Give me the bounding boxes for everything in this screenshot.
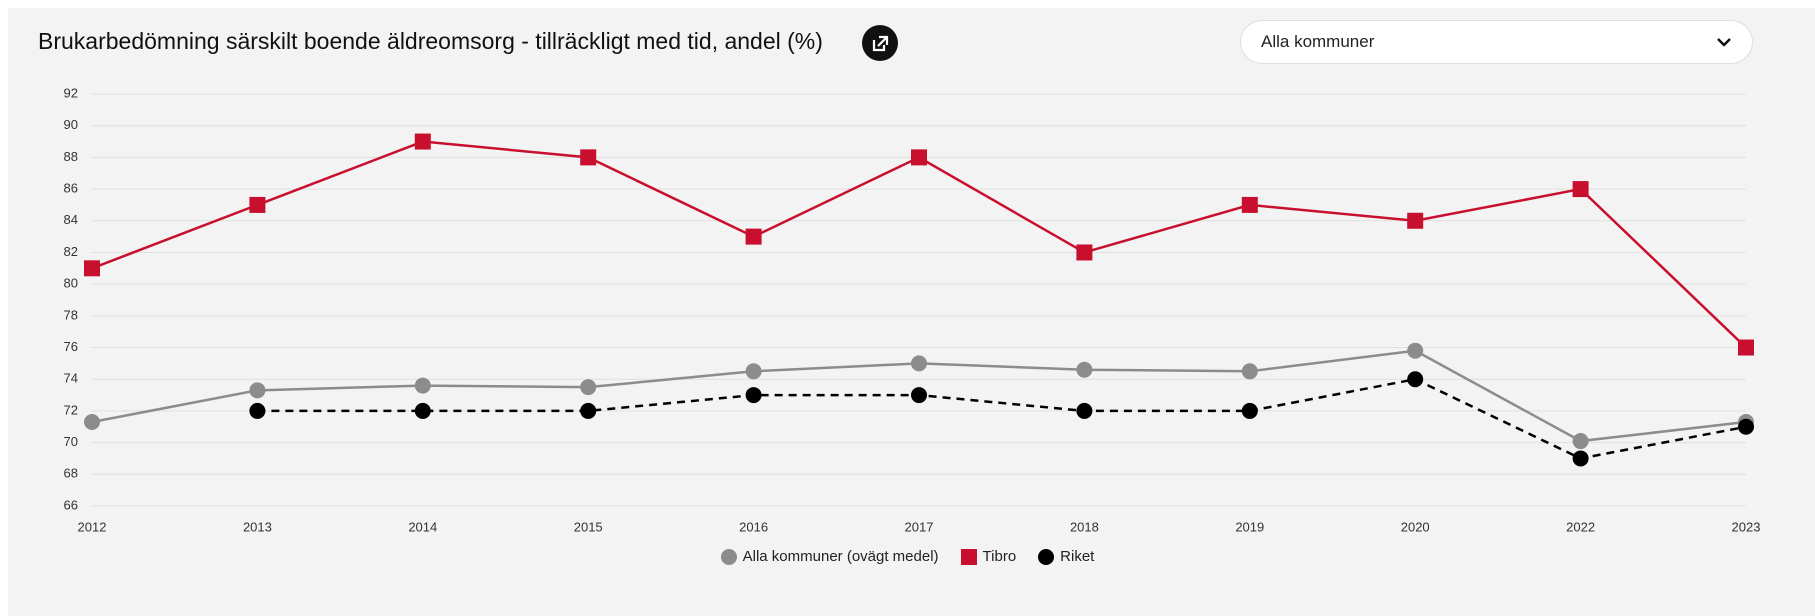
point	[911, 387, 927, 404]
point	[745, 387, 762, 404]
point	[249, 196, 266, 213]
x-tick-label: 2017	[905, 519, 934, 534]
point	[911, 149, 927, 166]
point	[414, 402, 431, 419]
point	[84, 260, 100, 277]
dropdown-value: Alla kommuner	[1261, 32, 1375, 51]
x-tick-label: 2014	[408, 519, 437, 534]
point	[580, 149, 597, 166]
point	[1241, 402, 1258, 419]
point	[1407, 342, 1424, 359]
point	[84, 414, 100, 431]
point	[249, 402, 266, 419]
point	[1076, 361, 1093, 378]
y-tick-label: 76	[64, 339, 78, 354]
y-tick-label: 74	[64, 371, 78, 386]
dropdown[interactable]: Alla kommuner	[1240, 20, 1753, 64]
point	[1076, 402, 1093, 419]
legend-label: Alla kommuner (ovägt medel)	[742, 548, 939, 565]
point	[414, 133, 431, 150]
legend-swatch	[960, 548, 977, 565]
point	[580, 402, 597, 419]
share-icon[interactable]	[862, 25, 898, 61]
x-tick-label: 2020	[1401, 519, 1430, 534]
point	[1241, 363, 1258, 380]
legend-item[interactable]: Riket	[1038, 548, 1094, 565]
x-tick-label: 2013	[243, 519, 272, 534]
y-tick-label: 72	[64, 402, 78, 417]
legend-item[interactable]: Alla kommuner (ovägt medel)	[720, 548, 939, 565]
y-tick-label: 68	[64, 466, 78, 481]
legend: Alla kommuner (ovägt medel) Tibro Riket	[0, 548, 1815, 565]
x-tick-label: 2012	[78, 519, 107, 534]
point	[745, 363, 762, 380]
y-tick-label: 80	[64, 276, 78, 291]
point	[1407, 371, 1424, 388]
chart-title: Brukarbedömning särskilt boende äldreoms…	[38, 28, 823, 54]
legend-swatch	[720, 548, 737, 565]
point	[1572, 450, 1589, 467]
x-tick-label: 2015	[574, 519, 603, 534]
panel	[8, 8, 1815, 616]
y-tick-label: 90	[64, 117, 78, 132]
point	[1076, 244, 1093, 261]
y-tick-label: 84	[64, 212, 78, 227]
x-tick-label: 2016	[739, 519, 768, 534]
y-tick-label: 88	[64, 149, 78, 164]
point	[1738, 418, 1754, 435]
x-tick-label: 2022	[1566, 519, 1595, 534]
point	[249, 382, 266, 399]
point	[414, 377, 431, 394]
point	[911, 355, 927, 372]
point	[1572, 181, 1589, 198]
point	[580, 379, 597, 396]
legend-swatch	[1038, 548, 1055, 565]
point	[745, 228, 762, 245]
y-tick-label: 92	[64, 85, 78, 100]
y-tick-label: 86	[64, 181, 78, 196]
point	[1407, 212, 1424, 229]
y-tick-label: 66	[64, 497, 78, 512]
legend-item[interactable]: Tibro	[960, 548, 1017, 565]
y-tick-label: 78	[64, 307, 78, 322]
y-tick-label: 82	[64, 244, 78, 259]
x-tick-label: 2019	[1235, 519, 1264, 534]
legend-label: Riket	[1060, 548, 1095, 565]
series-line	[257, 377, 1747, 460]
point	[1738, 339, 1754, 356]
x-tick-label: 2023	[1732, 519, 1761, 534]
point	[1572, 433, 1589, 450]
point	[1241, 196, 1258, 213]
chevron	[1717, 38, 1731, 47]
legend-label: Tibro	[982, 548, 1017, 565]
y-tick-label: 70	[64, 434, 78, 449]
x-tick-label: 2018	[1070, 519, 1099, 534]
